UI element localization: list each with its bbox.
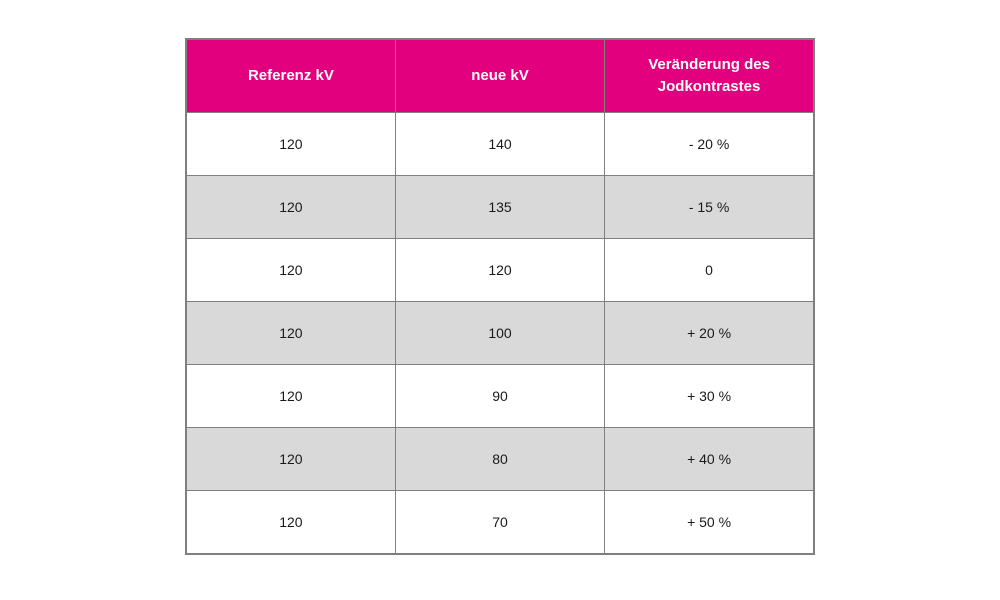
table-cell: - 20 % (604, 112, 815, 176)
table-cell: 90 (394, 364, 606, 428)
table-cell: 120 (185, 364, 396, 428)
table-row: 120 100 + 20 % (185, 301, 815, 365)
table-row: 120 140 - 20 % (185, 112, 815, 176)
table-cell: + 50 % (604, 490, 815, 555)
table-cell: 140 (394, 112, 606, 176)
table-cell: + 40 % (604, 427, 815, 491)
table-row: 120 135 - 15 % (185, 175, 815, 239)
table-row: 120 90 + 30 % (185, 364, 815, 428)
table-header: Referenz kV neue kV Veränderung des Jodk… (185, 38, 815, 113)
table-cell: 120 (185, 427, 396, 491)
table-cell: 120 (394, 238, 606, 302)
table-cell: 120 (185, 112, 396, 176)
table-body: 120 140 - 20 % 120 135 - 15 % 120 120 0 … (185, 112, 815, 555)
table-cell: 70 (394, 490, 606, 555)
table-cell: 120 (185, 490, 396, 555)
table-cell: 120 (185, 238, 396, 302)
header-row: Referenz kV neue kV Veränderung des Jodk… (185, 38, 815, 113)
column-header-veraenderung-jodkontrast: Veränderung des Jodkontrastes (604, 38, 815, 113)
table-cell: - 15 % (604, 175, 815, 239)
table-cell: 120 (185, 175, 396, 239)
table-cell: + 20 % (604, 301, 815, 365)
column-header-referenz-kv: Referenz kV (185, 38, 396, 113)
table-row: 120 70 + 50 % (185, 490, 815, 555)
table-cell: 0 (604, 238, 815, 302)
table-cell: 135 (394, 175, 606, 239)
table-cell: 120 (185, 301, 396, 365)
table-cell: + 30 % (604, 364, 815, 428)
kv-contrast-table: Referenz kV neue kV Veränderung des Jodk… (185, 38, 815, 555)
table-row: 120 120 0 (185, 238, 815, 302)
table-row: 120 80 + 40 % (185, 427, 815, 491)
column-header-neue-kv: neue kV (394, 38, 606, 113)
table-cell: 100 (394, 301, 606, 365)
table-cell: 80 (394, 427, 606, 491)
